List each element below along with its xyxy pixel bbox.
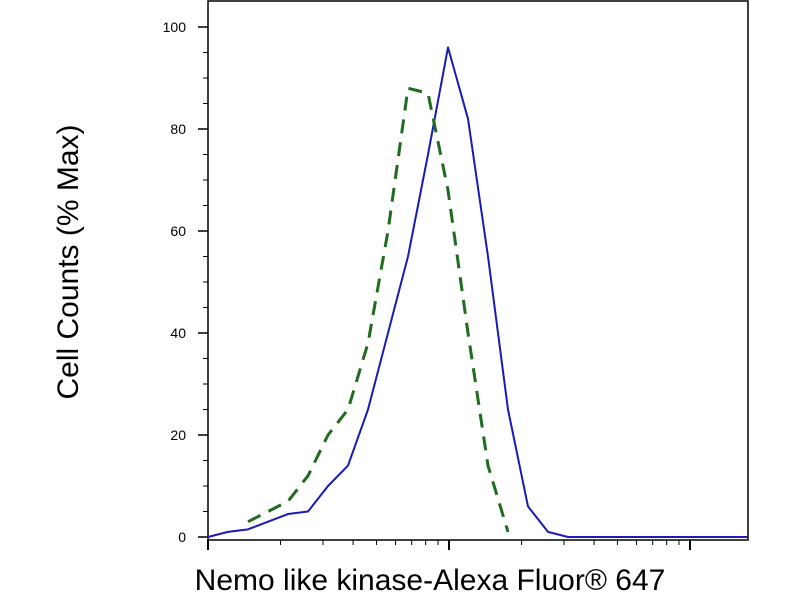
y-tick-label: 40 (170, 325, 186, 341)
y-tick-label: 80 (170, 121, 186, 137)
y-tick-label: 20 (170, 427, 186, 443)
series-line (207, 46, 748, 538)
y-tick-label: 0 (178, 529, 186, 545)
plot-frame (207, 0, 749, 541)
x-axis-ticks (207, 540, 691, 550)
y-tick-label: 100 (163, 19, 187, 35)
y-axis-label: Cell Counts (% Max) (52, 124, 85, 399)
y-tick-label: 60 (170, 223, 186, 239)
x-axis-label: Nemo like kinase-Alexa Fluor® 647 (195, 564, 666, 597)
series-line (247, 86, 510, 533)
